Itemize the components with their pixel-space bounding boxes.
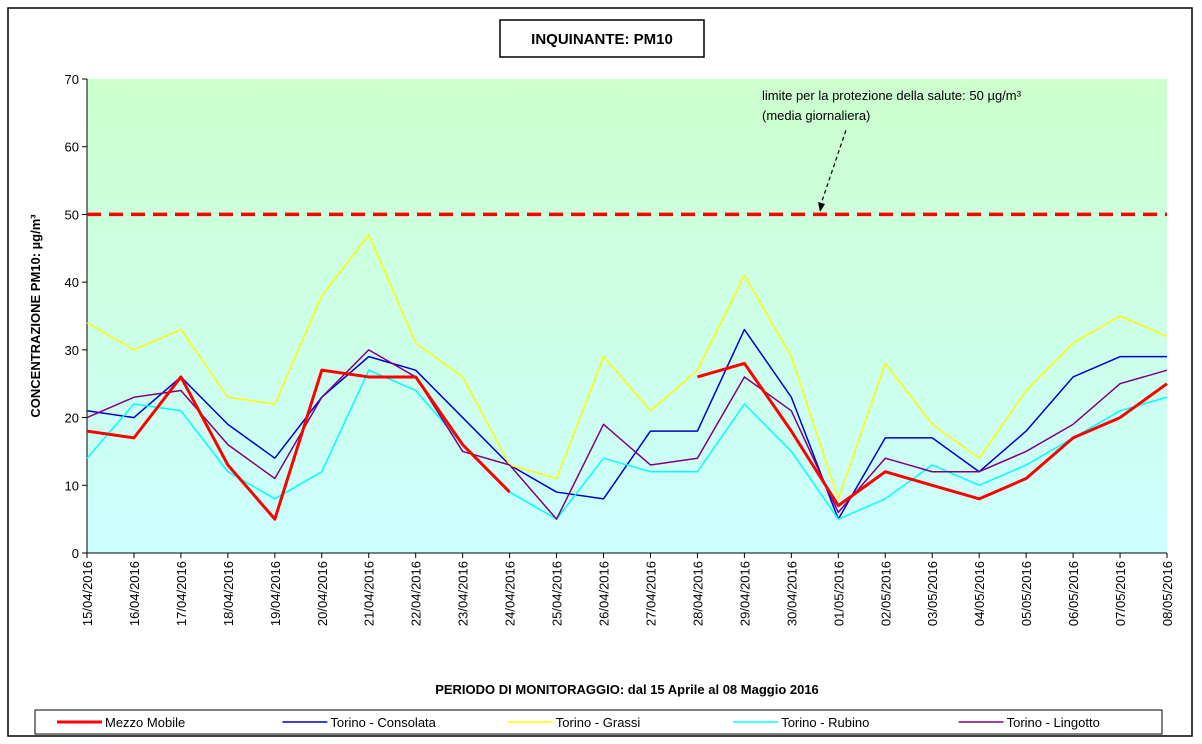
y-tick-label: 0 bbox=[72, 546, 79, 561]
x-tick-label: 16/04/2016 bbox=[127, 561, 142, 626]
x-tick-label: 03/05/2016 bbox=[925, 561, 940, 626]
x-tick-label: 18/04/2016 bbox=[221, 561, 236, 626]
x-tick-label: 26/04/2016 bbox=[597, 561, 612, 626]
legend-label: Torino - Lingotto bbox=[1007, 715, 1100, 730]
y-axis-label: CONCENTRAZIONE PM10: µg/m³ bbox=[28, 214, 43, 418]
arrow-head bbox=[818, 202, 825, 212]
x-tick-label: 06/05/2016 bbox=[1066, 561, 1081, 626]
legend-label: Torino - Rubino bbox=[781, 715, 869, 730]
annotation: limite per la protezione della salute: 5… bbox=[762, 88, 1022, 103]
x-tick-label: 04/05/2016 bbox=[972, 561, 987, 626]
x-tick-label: 07/05/2016 bbox=[1113, 561, 1128, 626]
x-tick-label: 20/04/2016 bbox=[315, 561, 330, 626]
title-box bbox=[499, 19, 705, 58]
x-tick-label: 05/05/2016 bbox=[1019, 561, 1034, 626]
x-tick-label: 15/04/2016 bbox=[80, 561, 95, 626]
x-tick-label: 28/04/2016 bbox=[690, 561, 705, 626]
x-tick-label: 25/04/2016 bbox=[550, 561, 565, 626]
x-tick-label: 27/04/2016 bbox=[643, 561, 658, 626]
x-tick-label: 17/04/2016 bbox=[174, 561, 189, 626]
y-tick-label: 60 bbox=[65, 140, 79, 155]
y-tick-label: 50 bbox=[65, 207, 79, 222]
x-tick-label: 23/04/2016 bbox=[456, 561, 471, 626]
series-line bbox=[86, 349, 1168, 520]
y-tick-label: 10 bbox=[65, 478, 79, 493]
y-tick-label: 20 bbox=[65, 411, 79, 426]
y-tick-label: 30 bbox=[65, 343, 79, 358]
x-tick-label: 19/04/2016 bbox=[268, 561, 283, 626]
legend-label: Torino - Grassi bbox=[556, 715, 641, 730]
chart-title: INQUINANTE: PM10 bbox=[531, 31, 673, 48]
series-line bbox=[86, 369, 1168, 520]
series-line bbox=[86, 233, 1168, 500]
y-tick-label: 40 bbox=[65, 275, 79, 290]
x-tick-label: 29/04/2016 bbox=[737, 561, 752, 626]
legend-label: Mezzo Mobile bbox=[105, 715, 185, 730]
x-tick-label: 21/04/2016 bbox=[362, 561, 377, 626]
y-tick-label: 70 bbox=[65, 72, 79, 87]
plot-area bbox=[87, 79, 1167, 553]
x-tick-label: 01/05/2016 bbox=[831, 561, 846, 626]
x-tick-label: 30/04/2016 bbox=[784, 561, 799, 626]
x-axis-label: PERIODO DI MONITORAGGIO: dal 15 Aprile a… bbox=[435, 682, 819, 697]
annotation: (media giornaliera) bbox=[762, 108, 870, 123]
legend-label: Torino - Consolata bbox=[330, 715, 436, 730]
x-tick-label: 24/04/2016 bbox=[503, 561, 518, 626]
series-line bbox=[86, 361, 1168, 521]
x-tick-label: 08/05/2016 bbox=[1160, 561, 1175, 626]
x-tick-label: 02/05/2016 bbox=[878, 561, 893, 626]
x-tick-label: 22/04/2016 bbox=[409, 561, 424, 626]
